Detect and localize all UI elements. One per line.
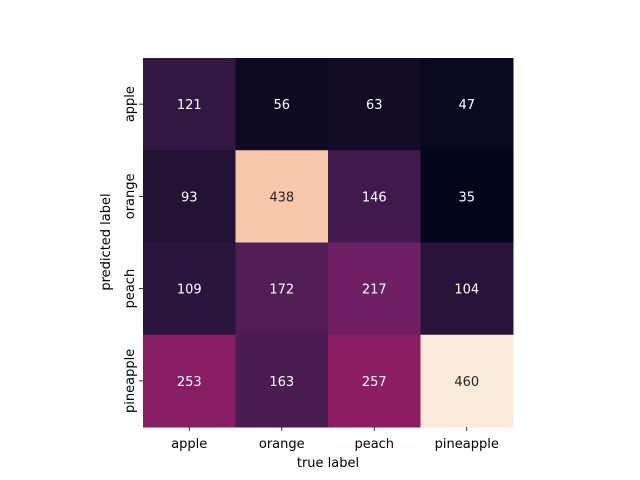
heatmap-cell	[235, 242, 329, 336]
x-axis-label: true label	[297, 456, 359, 471]
y-tick-label: peach	[123, 269, 138, 309]
heatmap-cell	[143, 242, 236, 336]
cell-value-labels: 121 56 63 47 93 438 146 35 109 172 217 104 253 163 257…	[177, 98, 479, 390]
cell-value-label: 438	[269, 190, 294, 205]
heatmap-cell	[235, 334, 329, 428]
x-tick-label: apple	[171, 437, 207, 452]
heatmap-cell	[420, 58, 514, 151]
heatmap-cell	[420, 334, 514, 428]
heatmap-cell	[143, 58, 236, 151]
x-axis-ticks: apple orange peach pineapple	[171, 427, 499, 452]
cell-value-label: 460	[454, 375, 479, 390]
cell-value-label: 56	[273, 98, 290, 113]
heatmap-cell	[420, 242, 514, 336]
cell-value-label: 109	[177, 283, 202, 298]
x-tick-label: orange	[259, 437, 305, 452]
y-axis-ticks: apple orange peach pineapple	[123, 86, 143, 413]
cell-value-label: 93	[181, 190, 198, 205]
cell-value-label: 104	[454, 283, 479, 298]
cell-value-label: 217	[362, 283, 387, 298]
y-axis-label: predicted label	[99, 193, 114, 290]
cell-value-label: 163	[269, 375, 294, 390]
cell-value-label: 35	[458, 190, 475, 205]
heatmap-cell	[328, 242, 421, 336]
cell-value-label: 63	[366, 98, 383, 113]
cell-value-label: 121	[177, 98, 202, 113]
cell-value-label: 253	[177, 375, 202, 390]
heatmap-cell	[235, 150, 329, 243]
x-tick-label: pineapple	[435, 437, 499, 452]
cell-value-label: 47	[458, 98, 475, 113]
heatmap-cell	[235, 58, 329, 151]
cell-value-label: 257	[362, 375, 387, 390]
heatmap-cells	[143, 58, 514, 428]
heatmap-cell	[328, 334, 421, 428]
heatmap-cell	[420, 150, 514, 243]
heatmap-cell	[143, 150, 236, 243]
y-tick-label: apple	[123, 86, 138, 122]
x-tick-label: peach	[354, 437, 394, 452]
heatmap-cell	[328, 150, 421, 243]
cell-value-label: 172	[269, 283, 294, 298]
heatmap-cell	[143, 334, 236, 428]
y-tick-label: orange	[123, 173, 138, 219]
y-tick-label: pineapple	[123, 349, 138, 413]
cell-value-label: 146	[362, 190, 387, 205]
heatmap-cell	[328, 58, 421, 151]
